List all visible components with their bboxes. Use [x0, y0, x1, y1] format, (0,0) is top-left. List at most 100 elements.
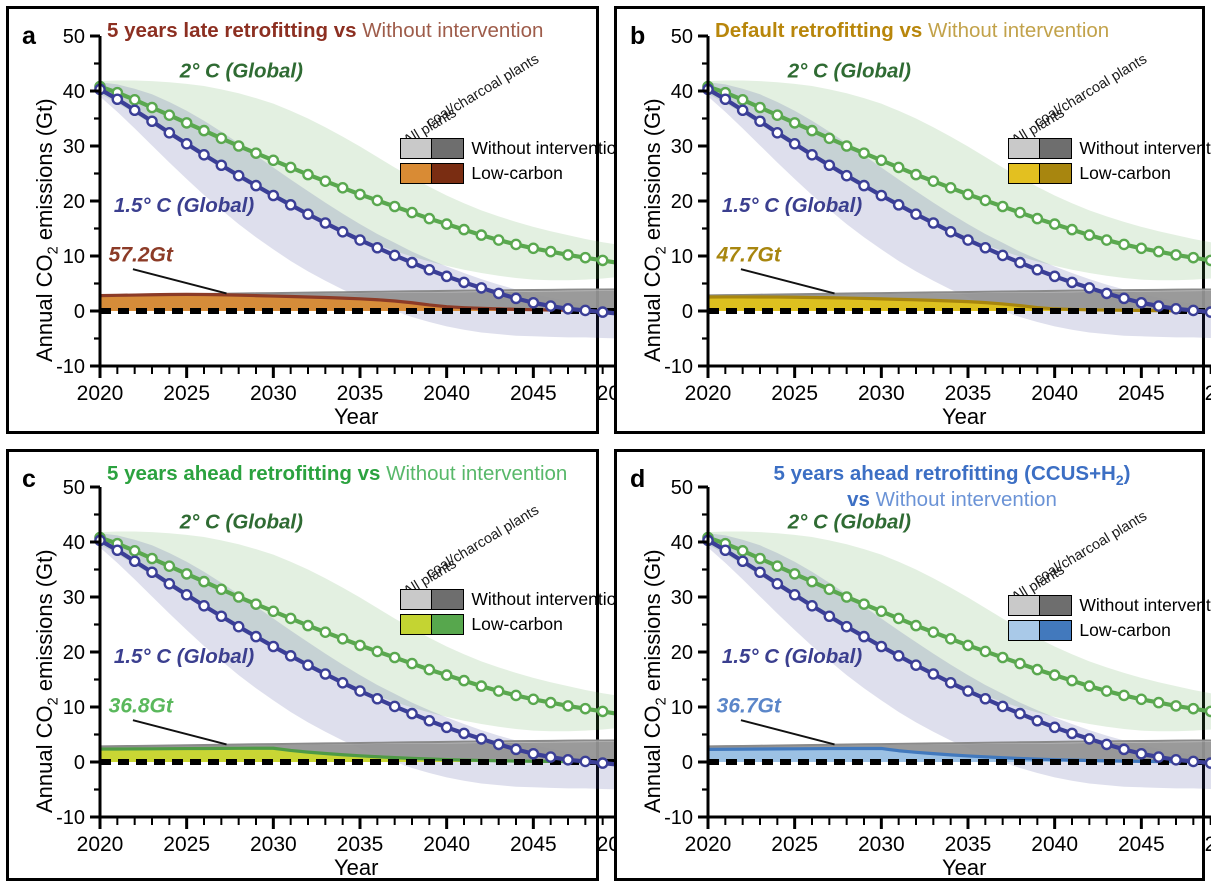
marker-2c — [927, 626, 940, 638]
marker-15c — [1031, 263, 1044, 276]
marker-2c — [962, 639, 974, 652]
annotation-leader-line — [132, 268, 227, 295]
marker-2c — [596, 705, 609, 718]
marker-15c — [562, 302, 574, 315]
marker-15c — [475, 733, 488, 745]
y-tick-label: 0 — [74, 752, 85, 774]
y-tick-label: 40 — [63, 81, 85, 103]
marker-15c — [423, 263, 436, 276]
marker-2c — [440, 218, 453, 230]
marker-15c — [788, 589, 801, 601]
marker-2c — [336, 632, 349, 645]
curve-label-2c: 2° C (Global) — [179, 510, 303, 533]
marker-15c — [180, 589, 193, 601]
marker-2c — [754, 101, 766, 114]
marker-2c — [910, 168, 922, 181]
marker-15c — [354, 685, 366, 697]
marker-2c — [1152, 696, 1165, 709]
legend-row-without-intervention-label: Without intervention — [471, 138, 627, 158]
curve-label-2c: 2° C (Global) — [787, 59, 911, 82]
marker-15c — [319, 217, 332, 229]
marker-2c — [1014, 206, 1026, 219]
legend-row-low-carbon-swatch-all-plants — [1008, 620, 1041, 641]
x-axis-label-a: Year — [334, 404, 379, 429]
legend-row-low-carbon-swatch-all-plants — [400, 614, 433, 635]
marker-2c — [996, 651, 1009, 664]
marker-15c — [250, 179, 262, 192]
y-tick-label: 50 — [671, 26, 693, 48]
marker-15c — [1031, 714, 1044, 727]
legend-row-low-carbon-label: Low-carbon — [1079, 620, 1171, 640]
y-axis-label-a: Annual CO2 emissions (Gt) — [32, 98, 62, 362]
y-tick-label: -10 — [664, 807, 693, 829]
marker-15c — [806, 600, 818, 612]
x-tick-label: 2050 — [1205, 833, 1211, 856]
annotation-leader-line — [740, 719, 835, 746]
marker-15c — [146, 115, 158, 128]
marker-15c — [475, 282, 488, 294]
marker-2c — [146, 552, 158, 565]
marker-15c — [388, 249, 401, 262]
marker-15c — [910, 659, 922, 671]
legend-row-low-carbon: Low-carbon — [1008, 163, 1171, 184]
marker-2c — [232, 591, 245, 603]
marker-15c — [1152, 300, 1165, 312]
panel-a — [6, 6, 599, 434]
plot-area-d: 50 40 30 20 10 0 -10 2020 2025 2030 2035 2040 2045 20… — [664, 477, 1211, 879]
marker-15c — [771, 578, 784, 590]
legend-row-without-intervention-swatch-all-plants — [400, 138, 433, 159]
marker-2c — [996, 200, 1009, 213]
marker-15c — [996, 700, 1009, 713]
marker-15c — [1118, 292, 1130, 305]
marker-2c — [423, 212, 436, 225]
marker-15c — [215, 610, 228, 623]
marker-2c — [1187, 702, 1200, 715]
band-2c — [708, 531, 1211, 732]
panel-title-b: Default retrofitting vs Without interven… — [715, 19, 1110, 42]
marker-15c — [1083, 282, 1096, 294]
marker-15c — [858, 630, 870, 643]
marker-2c — [458, 223, 470, 236]
marker-2c — [1066, 223, 1078, 236]
marker-15c — [163, 578, 176, 590]
marker-15c — [1170, 302, 1182, 315]
area-low-carbon — [100, 294, 620, 311]
marker-2c — [354, 188, 366, 201]
marker-15c — [754, 115, 766, 128]
legend-row-low-carbon-label: Low-carbon — [471, 163, 563, 183]
legend-row-low-carbon-swatch-all-plants — [1008, 163, 1041, 184]
marker-15c — [198, 600, 210, 612]
x-tick-label: 2030 — [858, 382, 905, 405]
legend-row-low-carbon-label: Low-carbon — [1079, 163, 1171, 183]
marker-15c — [771, 127, 784, 139]
marker-2c — [1031, 212, 1044, 225]
marker-2c — [267, 154, 280, 167]
legend-row-low-carbon: Low-carbon — [400, 614, 563, 635]
curve-label-2c: 2° C (Global) — [787, 510, 911, 533]
marker-15c — [1135, 747, 1148, 760]
band-2c — [100, 80, 620, 281]
marker-15c — [1083, 733, 1096, 745]
marker-2c — [875, 154, 888, 167]
marker-15c — [163, 127, 176, 139]
marker-2c — [562, 700, 574, 712]
marker-15c — [858, 179, 870, 192]
legend-row-without-intervention: Without intervention — [1008, 138, 1211, 159]
y-tick-label: -10 — [56, 807, 85, 829]
y-tick-label: 0 — [682, 301, 693, 323]
y-tick-label: 30 — [63, 136, 85, 158]
marker-2c — [892, 612, 905, 625]
marker-15c — [736, 555, 749, 568]
marker-15c — [1187, 755, 1200, 768]
marker-2c — [302, 619, 314, 632]
x-tick-label: 2040 — [423, 382, 470, 405]
marker-15c — [492, 287, 505, 300]
legend-row-without-intervention-label: Without intervention — [1079, 595, 1211, 615]
marker-2c — [267, 605, 280, 618]
y-tick-label: 0 — [682, 752, 693, 774]
annotation-cumulative: 47.7Gt — [716, 244, 782, 267]
marker-15c — [788, 138, 801, 150]
marker-15c — [128, 104, 141, 117]
marker-15c — [336, 225, 349, 238]
